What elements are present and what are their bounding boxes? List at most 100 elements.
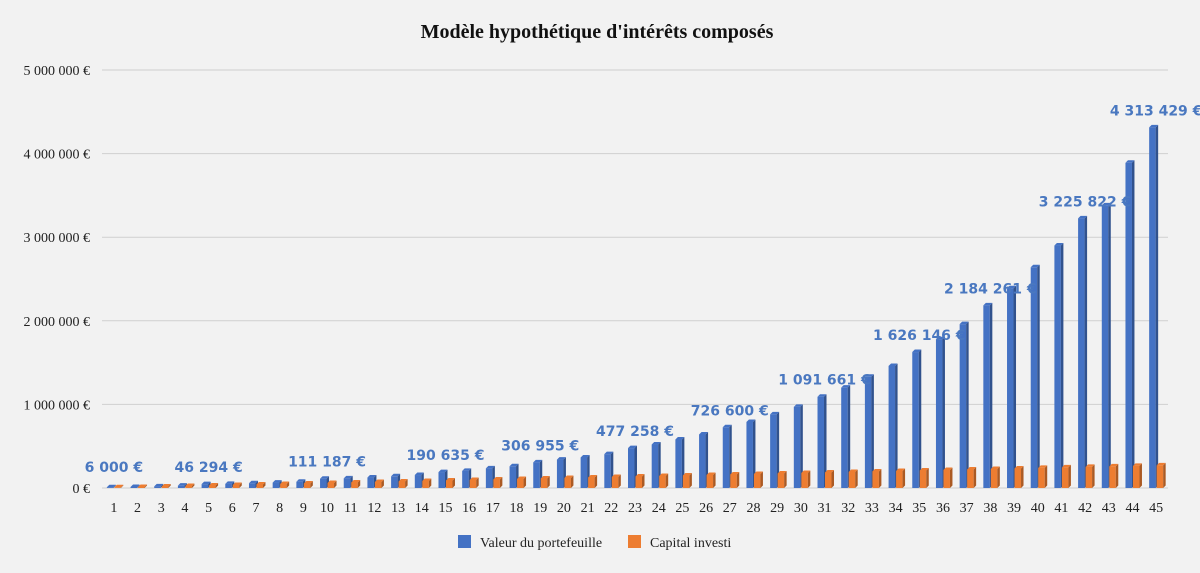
bar-portfolio xyxy=(1125,160,1135,488)
x-tick-label: 17 xyxy=(486,501,500,516)
bar-top xyxy=(343,475,353,479)
bar-front xyxy=(564,477,571,488)
bar-side xyxy=(231,481,235,488)
bar-capital xyxy=(896,468,906,488)
bar-side xyxy=(168,483,171,488)
bar-top xyxy=(730,471,740,475)
bars xyxy=(106,124,1166,488)
bar-front xyxy=(793,406,801,488)
bar-capital xyxy=(517,476,527,488)
bar-top xyxy=(256,481,266,485)
bar-side xyxy=(831,469,835,488)
bar-side xyxy=(357,479,361,488)
bar-side xyxy=(191,483,195,488)
bar-side xyxy=(570,475,574,488)
bar-portfolio xyxy=(1007,285,1017,488)
bar-top xyxy=(588,474,598,478)
x-axis-ticks: 1 2 3 4 5 6 7 8 9 10 11 12 13 14 15 16 17 18 19 20 21 22 23 24 2… xyxy=(110,501,1163,516)
bar-front xyxy=(177,485,185,488)
bar-side xyxy=(902,468,906,488)
bar-capital xyxy=(1109,463,1119,488)
bar-portfolio xyxy=(817,394,827,488)
bar-portfolio xyxy=(154,483,164,488)
bar-portfolio xyxy=(343,475,353,488)
bar-top xyxy=(232,482,242,485)
bar-side xyxy=(966,321,969,488)
bar-top xyxy=(967,466,977,470)
bar-front xyxy=(1156,465,1164,488)
bar-top xyxy=(746,419,756,422)
bar-portfolio xyxy=(912,349,922,488)
bar-top xyxy=(919,467,929,471)
bar-top xyxy=(438,469,448,473)
bar-side xyxy=(800,404,803,488)
bar-top xyxy=(1014,465,1024,469)
bar-capital xyxy=(682,472,692,488)
bar-top xyxy=(248,480,258,484)
bar-portfolio xyxy=(935,336,945,488)
bar-top xyxy=(564,475,574,478)
y-tick-label: 3 000 000 € xyxy=(24,231,91,246)
bar-top xyxy=(682,472,692,476)
bar-top xyxy=(943,467,953,470)
bar-side xyxy=(1131,160,1135,488)
bar-portfolio xyxy=(1149,124,1159,488)
x-tick-label: 33 xyxy=(865,501,879,516)
bar-front xyxy=(130,486,138,488)
bar-top xyxy=(493,476,503,480)
bar-front xyxy=(351,482,358,488)
bar-capital xyxy=(398,478,408,488)
bar-capital xyxy=(659,473,669,488)
bar-front xyxy=(753,473,761,488)
bar-capital xyxy=(209,482,219,488)
bar-side xyxy=(1115,463,1119,488)
bar-front xyxy=(682,475,690,488)
bar-top xyxy=(817,394,827,397)
bar-top xyxy=(533,459,543,463)
bar-capital xyxy=(588,474,598,488)
bar-top xyxy=(445,477,455,481)
bar-capital xyxy=(1156,462,1166,488)
bar-portfolio xyxy=(130,484,140,488)
bar-front xyxy=(225,483,232,488)
bar-front xyxy=(185,485,192,488)
bar-side xyxy=(1013,285,1017,488)
bar-capital xyxy=(185,483,195,488)
bar-side xyxy=(262,481,266,488)
bar-side xyxy=(689,472,692,488)
bar-front xyxy=(1014,468,1022,488)
bar-capital xyxy=(801,470,811,488)
x-tick-label: 43 xyxy=(1102,501,1116,516)
bar-front xyxy=(201,484,209,488)
x-tick-label: 32 xyxy=(841,501,855,516)
bar-side xyxy=(665,473,669,488)
bar-front xyxy=(1078,218,1085,488)
y-tick-label: 1 000 000 € xyxy=(24,398,91,413)
bar-portfolio xyxy=(1054,243,1064,488)
bar-front xyxy=(462,470,469,488)
bar-front xyxy=(1007,288,1014,488)
bar-front xyxy=(588,477,595,488)
data-label: 306 955 € xyxy=(501,438,579,454)
bar-top xyxy=(327,480,337,483)
bar-top xyxy=(699,431,709,435)
bar-front xyxy=(722,427,730,488)
x-tick-label: 8 xyxy=(276,501,283,516)
bar-front xyxy=(485,468,493,488)
bar-portfolio xyxy=(841,385,851,488)
bar-side xyxy=(1139,463,1142,488)
bar-top xyxy=(517,476,527,479)
bar-front xyxy=(533,462,540,488)
bar-capital xyxy=(303,480,313,488)
bar-side xyxy=(594,474,598,488)
bar-top xyxy=(320,476,330,479)
bar-top xyxy=(280,481,290,484)
legend-item-portfolio: Valeur du portefeuille xyxy=(458,535,602,551)
x-tick-label: 35 xyxy=(912,501,926,516)
bar-side xyxy=(942,336,945,488)
data-label: 190 635 € xyxy=(407,448,485,464)
bar-top xyxy=(106,484,116,488)
gridlines xyxy=(102,69,1168,489)
bar-front xyxy=(248,483,256,488)
bar-top xyxy=(651,442,661,445)
